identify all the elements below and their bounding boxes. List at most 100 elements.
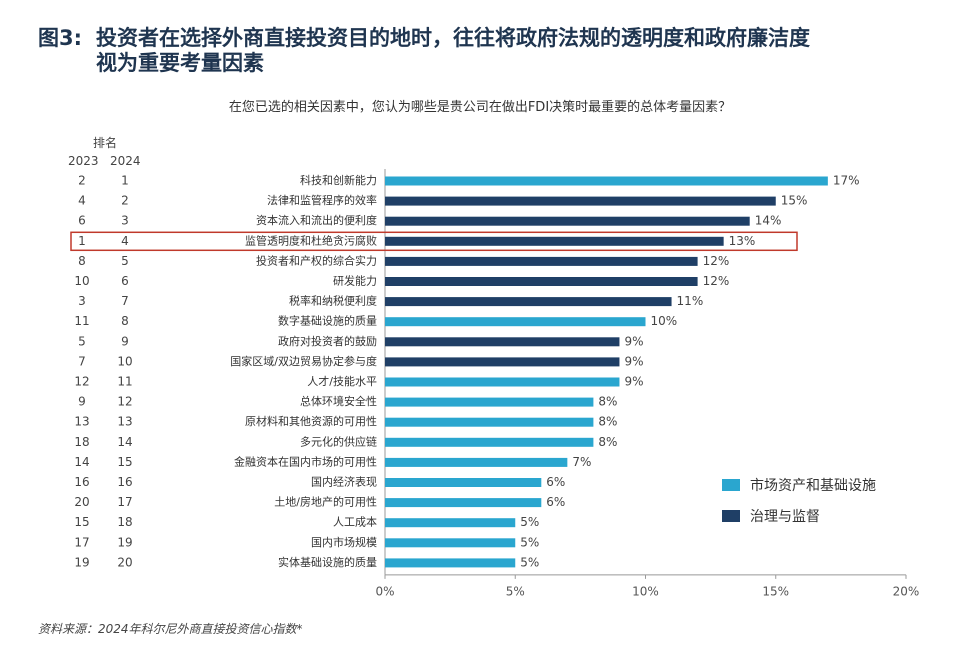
bar	[385, 558, 516, 568]
bar-value-label: 12%	[703, 274, 730, 288]
category-label: 科技和创新能力	[300, 173, 377, 187]
bar-value-label: 13%	[729, 234, 756, 248]
rank-2024-value: 9	[121, 334, 129, 348]
figure-title: 图3: 投资者在选择外商直接投资目的地时，往往将政府法规的透明度和政府廉洁度 视为…	[38, 26, 810, 76]
legend-item-market: 市场资产和基础设施	[722, 475, 876, 495]
bar	[385, 357, 620, 367]
rank-2024-value: 6	[121, 274, 129, 288]
bar-value-label: 9%	[624, 334, 643, 348]
rank-2024-value: 12	[117, 395, 132, 409]
rank-2024-value: 7	[121, 294, 129, 308]
rank-2024-value: 5	[121, 254, 129, 268]
bar	[385, 437, 594, 447]
rank-2023-value: 20	[74, 495, 89, 509]
rank-2023-value: 16	[74, 475, 89, 489]
rank-year-2024: 2024	[110, 154, 141, 168]
category-label: 税率和纳税便利度	[289, 294, 377, 308]
category-label: 金融资本在国内市场的可用性	[234, 454, 377, 468]
x-tick-label: 5%	[506, 584, 525, 598]
bar-value-label: 15%	[781, 194, 808, 208]
bar	[385, 377, 620, 387]
rank-2023-value: 17	[74, 535, 89, 549]
bar	[385, 478, 542, 487]
bar	[385, 317, 646, 327]
rank-2024-value: 11	[117, 375, 132, 389]
rank-2024-value: 3	[121, 214, 129, 228]
rank-2024-value: 20	[117, 555, 132, 569]
figure-number: 图3:	[38, 26, 83, 50]
category-label: 研发能力	[333, 274, 377, 288]
highlight-box	[70, 231, 798, 252]
legend-label-governance: 治理与监督	[750, 509, 820, 525]
rank-2023-value: 14	[74, 455, 89, 469]
bar-value-label: 5%	[520, 555, 539, 569]
category-label: 实体基础设施的质量	[278, 555, 377, 569]
rank-2023-value: 18	[74, 435, 89, 449]
bar-value-label: 7%	[572, 455, 591, 469]
category-label: 总体环境安全性	[300, 394, 377, 408]
bar-value-label: 14%	[755, 214, 782, 228]
bar	[385, 176, 828, 186]
rank-2023-value: 6	[78, 214, 86, 228]
rank-year-2023: 2023	[68, 154, 99, 168]
rank-2024-value: 19	[117, 535, 132, 549]
rank-2023-value: 8	[78, 254, 86, 268]
category-label: 数字基础设施的质量	[278, 314, 377, 328]
category-label: 多元化的供应链	[300, 434, 377, 448]
category-label: 原材料和其他资源的可用性	[245, 414, 377, 428]
rank-2024-value: 18	[117, 515, 132, 529]
bar-value-label: 5%	[520, 515, 539, 529]
chart-subtitle: 在您已选的相关因素中，您认为哪些是贵公司在做出FDI决策时最重要的总体考量因素？	[228, 100, 732, 115]
bar	[385, 538, 516, 548]
legend-swatch-market	[722, 479, 740, 491]
bar	[385, 297, 672, 307]
rank-2023-value: 5	[78, 334, 86, 348]
title-line-2: 视为重要考量因素	[96, 51, 264, 75]
title-line-1: 投资者在选择外商直接投资目的地时，往往将政府法规的透明度和政府廉洁度	[96, 26, 810, 50]
rank-2023-value: 3	[78, 294, 86, 308]
rank-2023-value: 1	[78, 234, 86, 248]
rank-2023-value: 10	[74, 274, 89, 288]
rank-2023-value: 4	[78, 194, 86, 208]
bar-value-label: 9%	[624, 375, 643, 389]
bar-value-label: 9%	[624, 354, 643, 368]
rank-2023-value: 15	[74, 515, 89, 529]
bar-value-label: 6%	[546, 495, 565, 509]
bar	[385, 256, 698, 266]
bar-value-label: 10%	[651, 314, 678, 328]
bar	[385, 397, 594, 407]
bar	[385, 216, 750, 226]
rank-2023-value: 13	[74, 415, 89, 429]
category-label: 政府对投资者的鼓励	[278, 334, 377, 348]
bar	[385, 498, 542, 508]
rank-2023-value: 12	[74, 375, 89, 389]
x-tick-label: 20%	[893, 584, 920, 598]
category-label: 国内市场规模	[311, 535, 377, 549]
category-label: 人才/技能水平	[307, 374, 377, 388]
category-label: 法律和监管程序的效率	[267, 193, 377, 207]
bar-value-label: 5%	[520, 535, 539, 549]
bar	[385, 277, 698, 286]
rank-2024-value: 10	[117, 354, 132, 368]
category-label: 投资者和产权的综合实力	[256, 253, 377, 267]
bar-value-label: 8%	[598, 415, 617, 429]
rank-2023-value: 7	[78, 354, 86, 368]
legend-label-market: 市场资产和基础设施	[750, 478, 876, 494]
bar-value-label: 11%	[677, 294, 704, 308]
rank-2024-value: 2	[121, 194, 129, 208]
rank-2023-value: 2	[78, 174, 86, 188]
bar	[385, 236, 724, 246]
bar-value-label: 8%	[598, 435, 617, 449]
x-tick-label: 15%	[762, 584, 789, 598]
rank-2024-value: 14	[117, 435, 132, 449]
bar	[385, 518, 516, 528]
bar	[385, 457, 568, 467]
x-tick-label: 0%	[375, 584, 394, 598]
rank-2024-value: 4	[121, 234, 129, 248]
legend-item-governance: 治理与监督	[722, 506, 820, 526]
rank-2024-value: 16	[117, 475, 132, 489]
legend-swatch-governance	[722, 510, 740, 522]
rank-2024-value: 17	[117, 495, 132, 509]
category-label: 土地/房地产的可用性	[274, 495, 377, 509]
